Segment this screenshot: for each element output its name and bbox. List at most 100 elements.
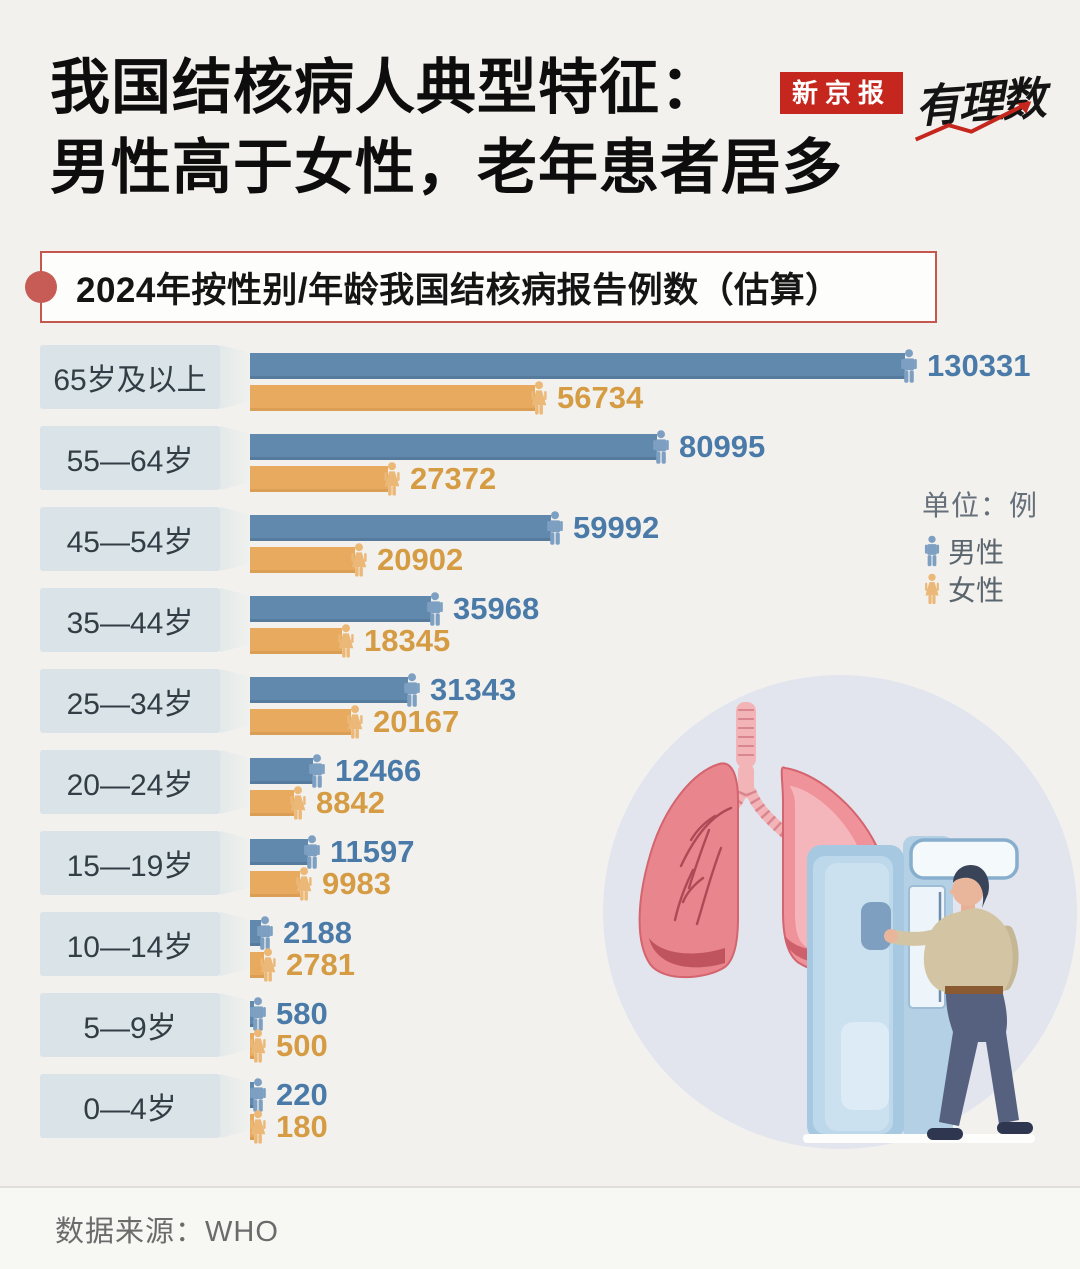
female-bar-line: 27372 bbox=[250, 461, 496, 496]
male-bar-line: 130331 bbox=[250, 348, 1030, 383]
male-value: 31343 bbox=[430, 672, 517, 707]
newspaper-logo: 新京报 bbox=[779, 72, 903, 114]
female-person-icon bbox=[250, 1110, 266, 1144]
male-bar-line: 80995 bbox=[250, 429, 765, 464]
male-person-icon bbox=[257, 916, 273, 950]
female-person-icon bbox=[290, 786, 306, 820]
female-value: 2781 bbox=[286, 947, 355, 982]
male-value: 12466 bbox=[335, 753, 422, 788]
patient-icon bbox=[884, 864, 1033, 1140]
female-bar-line: 180 bbox=[250, 1109, 328, 1144]
age-group-label: 65岁及以上 bbox=[40, 345, 220, 409]
female-bar bbox=[250, 871, 300, 897]
male-value: 220 bbox=[276, 1077, 328, 1112]
age-group-label: 15—19岁 bbox=[40, 831, 220, 895]
male-bar bbox=[250, 353, 905, 379]
bar-pair: 59992 20902 bbox=[250, 507, 1050, 577]
chart-row: 20—24岁 12466 bbox=[40, 750, 1050, 820]
female-bar bbox=[250, 790, 294, 816]
female-value: 18345 bbox=[364, 623, 451, 658]
female-bar bbox=[250, 709, 351, 735]
chart-row: 65岁及以上 130331 bbox=[40, 345, 1050, 415]
age-group-label: 5—9岁 bbox=[40, 993, 220, 1057]
male-person-icon bbox=[924, 535, 940, 567]
chart-row: 35—44岁 35968 bbox=[40, 588, 1050, 658]
male-bar bbox=[250, 758, 313, 784]
male-bar-line: 59992 bbox=[250, 510, 659, 545]
male-bar-line: 11597 bbox=[250, 834, 415, 869]
chart-row: 5—9岁 580 bbox=[40, 993, 1050, 1063]
column-logo: 有理数 bbox=[913, 62, 1046, 142]
bar-pair: 580 500 bbox=[250, 993, 1050, 1063]
female-value: 500 bbox=[276, 1028, 328, 1063]
chart-row: 10—14岁 2188 bbox=[40, 912, 1050, 982]
bar-pair: 11597 9983 bbox=[250, 831, 1050, 901]
female-person-icon bbox=[384, 462, 400, 496]
male-bar bbox=[250, 839, 308, 865]
legend-item-male: 男性 bbox=[922, 532, 1038, 570]
male-person-icon bbox=[309, 754, 325, 788]
chart-row: 45—54岁 59992 bbox=[40, 507, 1050, 577]
legend: 单位：例 男性 女性 bbox=[922, 484, 1038, 608]
female-bar-line: 56734 bbox=[250, 380, 643, 415]
female-bar-line: 500 bbox=[250, 1028, 328, 1063]
female-person-icon bbox=[250, 1029, 266, 1063]
bar-pair: 31343 20167 bbox=[250, 669, 1050, 739]
female-bar bbox=[250, 628, 342, 654]
label-connector bbox=[220, 345, 250, 409]
female-person-icon bbox=[338, 624, 354, 658]
page-title-line1: 我国结核病人典型特征： bbox=[50, 54, 721, 121]
bar-pair: 130331 56734 bbox=[250, 345, 1050, 415]
male-bar-line: 31343 bbox=[250, 672, 516, 707]
age-group-label: 10—14岁 bbox=[40, 912, 220, 976]
label-connector bbox=[220, 912, 250, 976]
age-group-label: 35—44岁 bbox=[40, 588, 220, 652]
female-person-icon bbox=[351, 543, 367, 577]
label-connector bbox=[220, 750, 250, 814]
data-source: 数据来源：WHO bbox=[55, 1215, 279, 1248]
male-person-icon bbox=[404, 673, 420, 707]
male-bar-line: 35968 bbox=[250, 591, 539, 626]
male-person-icon bbox=[653, 430, 669, 464]
label-connector bbox=[220, 831, 250, 895]
male-person-icon bbox=[304, 835, 320, 869]
female-value: 56734 bbox=[557, 380, 644, 415]
male-value: 580 bbox=[276, 996, 328, 1031]
legend-item-female: 女性 bbox=[922, 570, 1038, 608]
male-person-icon bbox=[901, 349, 917, 383]
male-bar bbox=[250, 434, 657, 460]
chart-row: 25—34岁 31343 bbox=[40, 669, 1050, 739]
legend-female-label: 女性 bbox=[948, 575, 1005, 606]
legend-unit: 单位：例 bbox=[922, 490, 1039, 521]
label-connector bbox=[220, 426, 250, 490]
male-bar-line: 2188 bbox=[250, 915, 352, 950]
chart-row: 15—19岁 11597 bbox=[40, 831, 1050, 901]
male-person-icon bbox=[250, 1078, 266, 1112]
chart-rows: 65岁及以上 130331 bbox=[40, 345, 1050, 1155]
bar-pair: 35968 18345 bbox=[250, 588, 1050, 658]
column-logo-text: 有理数 bbox=[913, 72, 1046, 133]
red-bullet-icon bbox=[25, 271, 57, 303]
female-value: 8842 bbox=[316, 785, 385, 820]
female-bar bbox=[250, 466, 388, 492]
footer: 数据来源：WHO bbox=[0, 1186, 1080, 1269]
female-person-icon bbox=[296, 867, 312, 901]
male-value: 130331 bbox=[927, 348, 1031, 383]
chart-row: 55—64岁 80995 bbox=[40, 426, 1050, 496]
age-group-label: 0—4岁 bbox=[40, 1074, 220, 1138]
female-person-icon bbox=[531, 381, 547, 415]
female-bar bbox=[250, 385, 535, 411]
female-bar-line: 20167 bbox=[250, 704, 459, 739]
female-bar-line: 2781 bbox=[250, 947, 355, 982]
male-person-icon bbox=[427, 592, 443, 626]
female-bar-line: 9983 bbox=[250, 866, 391, 901]
bar-pair: 220 180 bbox=[250, 1074, 1050, 1144]
bar-pair: 80995 27372 bbox=[250, 426, 1050, 496]
age-group-label: 25—34岁 bbox=[40, 669, 220, 733]
male-value: 59992 bbox=[573, 510, 660, 545]
female-bar-line: 20902 bbox=[250, 542, 463, 577]
age-group-label: 20—24岁 bbox=[40, 750, 220, 814]
male-bar-line: 220 bbox=[250, 1077, 328, 1112]
chart-row: 0—4岁 220 bbox=[40, 1074, 1050, 1144]
